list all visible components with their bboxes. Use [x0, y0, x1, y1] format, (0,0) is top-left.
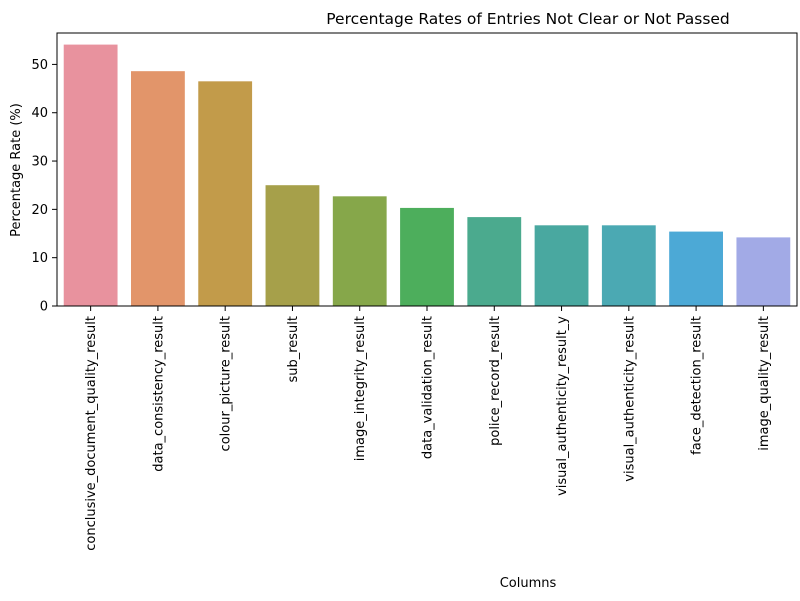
x-tick-label-3: sub_result [286, 316, 301, 383]
bar-4 [332, 196, 387, 306]
x-tick-label-10: image_quality_result [757, 316, 772, 451]
bar-10 [736, 237, 791, 306]
x-tick-label-6: police_record_result [488, 316, 503, 446]
bar-3 [265, 185, 320, 306]
x-tick-label-7: visual_authenticity_result_y [555, 316, 570, 496]
bar-7 [534, 225, 589, 306]
chart-title: Percentage Rates of Entries Not Clear or… [326, 10, 730, 28]
x-tick-label-5: data_validation_result [421, 316, 436, 459]
x-tick-label-9: face_detection_result [690, 316, 705, 455]
x-tick-label-8: visual_authenticity_result [622, 316, 637, 482]
y-tick-label-10: 10 [31, 251, 48, 266]
x-tick-label-4: image_integrity_result [353, 316, 368, 461]
bar-2 [198, 81, 253, 307]
plot-area: 0 10 20 30 40 50 conclusive_document_quality_r… [31, 32, 798, 551]
y-tick-label-40: 40 [31, 106, 48, 121]
bar-5 [400, 207, 454, 306]
x-tick-label-0: conclusive_document_quality_result [84, 316, 99, 551]
bar-0 [63, 44, 118, 306]
bar-9 [669, 231, 723, 306]
bar-8 [601, 225, 656, 306]
y-axis-label: Percentage Rate (%) [9, 103, 24, 237]
y-tick-label-20: 20 [31, 203, 48, 218]
x-tick-label-2: colour_picture_result [219, 316, 234, 451]
x-axis-label: Columns [500, 576, 557, 591]
y-tick-label-50: 50 [31, 58, 48, 73]
bar-1 [131, 71, 185, 306]
y-tick-label-0: 0 [40, 300, 48, 315]
x-tick-label-1: data_consistency_result [151, 316, 166, 472]
y-tick-label-30: 30 [31, 155, 48, 170]
bar-6 [467, 217, 522, 306]
